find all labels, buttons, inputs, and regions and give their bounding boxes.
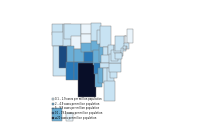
FancyBboxPatch shape (95, 74, 102, 87)
FancyBboxPatch shape (91, 41, 101, 51)
FancyBboxPatch shape (100, 63, 112, 68)
FancyBboxPatch shape (123, 46, 126, 49)
FancyBboxPatch shape (81, 43, 93, 52)
FancyBboxPatch shape (59, 46, 67, 68)
FancyBboxPatch shape (52, 108, 62, 121)
FancyBboxPatch shape (53, 46, 67, 76)
FancyBboxPatch shape (93, 50, 102, 65)
FancyBboxPatch shape (101, 55, 112, 63)
FancyBboxPatch shape (104, 81, 115, 101)
FancyBboxPatch shape (114, 45, 122, 53)
FancyBboxPatch shape (97, 30, 105, 44)
FancyBboxPatch shape (84, 52, 94, 62)
FancyBboxPatch shape (71, 36, 81, 49)
FancyBboxPatch shape (115, 36, 126, 51)
FancyBboxPatch shape (74, 49, 84, 62)
FancyBboxPatch shape (111, 50, 118, 61)
FancyBboxPatch shape (78, 63, 96, 97)
FancyBboxPatch shape (91, 23, 101, 41)
FancyBboxPatch shape (99, 44, 104, 62)
FancyBboxPatch shape (120, 53, 122, 57)
FancyBboxPatch shape (52, 32, 64, 46)
FancyBboxPatch shape (103, 47, 108, 59)
FancyBboxPatch shape (52, 24, 63, 35)
FancyBboxPatch shape (81, 24, 92, 34)
FancyBboxPatch shape (83, 62, 95, 73)
FancyBboxPatch shape (124, 43, 129, 48)
FancyBboxPatch shape (100, 26, 111, 47)
FancyBboxPatch shape (127, 29, 133, 43)
FancyBboxPatch shape (67, 46, 74, 62)
FancyBboxPatch shape (121, 48, 123, 56)
FancyBboxPatch shape (81, 34, 92, 44)
FancyBboxPatch shape (63, 24, 71, 46)
FancyBboxPatch shape (103, 68, 108, 83)
FancyBboxPatch shape (64, 24, 81, 39)
FancyBboxPatch shape (66, 62, 74, 80)
FancyBboxPatch shape (109, 54, 121, 63)
FancyBboxPatch shape (66, 113, 73, 121)
FancyBboxPatch shape (98, 68, 103, 83)
FancyBboxPatch shape (110, 68, 117, 78)
FancyBboxPatch shape (115, 53, 122, 59)
Legend: 0.1 – 1.9 cases per million population, 2 – 4.9 cases per million population, 5 : 0.1 – 1.9 cases per million population, … (51, 96, 103, 121)
FancyBboxPatch shape (124, 36, 126, 44)
FancyBboxPatch shape (108, 45, 114, 57)
FancyBboxPatch shape (125, 35, 128, 44)
FancyBboxPatch shape (74, 62, 83, 80)
FancyBboxPatch shape (94, 63, 101, 74)
FancyBboxPatch shape (107, 68, 114, 83)
FancyBboxPatch shape (109, 63, 121, 72)
FancyBboxPatch shape (126, 46, 127, 49)
